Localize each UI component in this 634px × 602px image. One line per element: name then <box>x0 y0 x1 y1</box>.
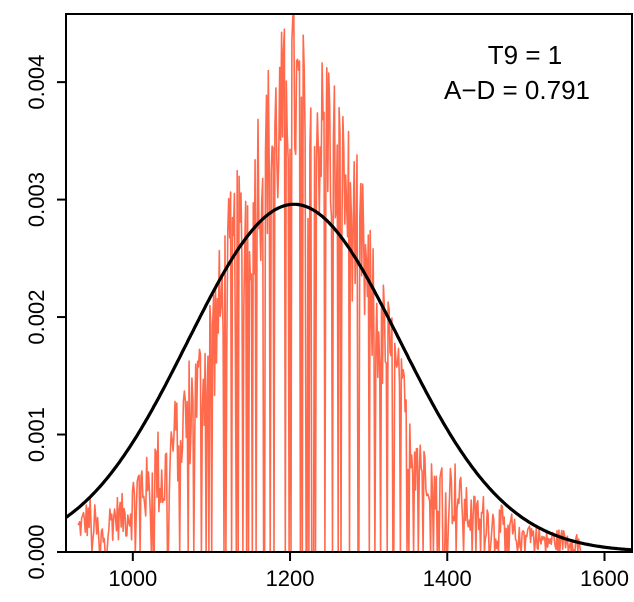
empirical-density-series <box>77 13 582 553</box>
annotation-ad: A−D = 0.791 <box>444 75 590 105</box>
x-tick-label: 1000 <box>108 566 157 591</box>
x-tick-label: 1200 <box>266 566 315 591</box>
fitted-normal-curve <box>65 202 633 552</box>
annotation-t9: T9 = 1 <box>488 40 562 70</box>
x-tick-label: 1600 <box>580 566 629 591</box>
y-tick-label: 0.000 <box>24 524 49 579</box>
plot-frame <box>65 13 633 553</box>
y-axis: 0.000 0.001 0.002 0.003 0.004 <box>24 55 66 580</box>
y-tick-label: 0.004 <box>24 55 49 110</box>
y-tick-label: 0.003 <box>24 172 49 227</box>
y-tick-label: 0.001 <box>24 407 49 462</box>
empirical-density-line <box>77 13 582 553</box>
x-tick-label: 1400 <box>423 566 472 591</box>
fitted-normal-series <box>65 202 633 552</box>
y-tick-label: 0.002 <box>24 290 49 345</box>
x-axis: 1000 1200 1400 1600 <box>108 552 629 591</box>
